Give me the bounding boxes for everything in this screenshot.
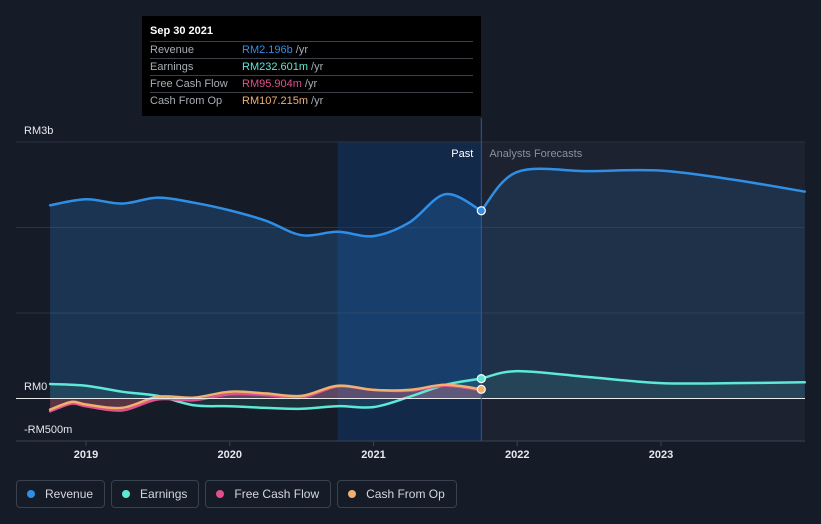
tooltip-row-value: RM232.601m — [242, 61, 309, 73]
y-tick-label: RM3b — [24, 125, 53, 137]
revenue-line — [48, 192, 483, 238]
legend-item-revenue[interactable]: Revenue — [16, 480, 106, 508]
tooltip-date: Sep 30 2021 — [150, 25, 213, 37]
revenue-area — [50, 194, 482, 399]
earnings-forecast-area — [481, 371, 805, 399]
chart-legend: Revenue Earnings Free Cash Flow Cash From O… — [16, 480, 457, 508]
legend-item-cash-from-op[interactable]: Cash From Op — [337, 480, 457, 508]
cash-from-op-line — [48, 383, 483, 411]
y-tick-label: -RM500m — [24, 424, 72, 436]
legend-dot-icon — [216, 490, 225, 498]
tooltip-row-unit: /yr — [311, 95, 324, 107]
tooltip-row: Cash From Op RM107.215m/yr — [150, 92, 473, 109]
revenue-marker[interactable] — [476, 206, 486, 216]
legend-dot-icon — [122, 490, 131, 498]
y-tick-label: RM0 — [24, 381, 47, 393]
legend-label: Free Cash Flow — [234, 487, 320, 501]
x-tick-label: 2019 — [74, 449, 98, 461]
revenue-forecast-area — [481, 168, 805, 399]
tooltip-row: Free Cash Flow RM95.904m/yr — [150, 75, 473, 92]
x-tick-label: 2021 — [361, 449, 385, 461]
earnings-line — [48, 377, 483, 411]
tooltip-row-value: RM95.904m — [242, 78, 302, 90]
tooltip-row-unit: /yr — [295, 44, 308, 56]
tooltip-row: Revenue RM2.196b/yr — [150, 41, 473, 58]
earnings-marker[interactable] — [476, 374, 486, 384]
x-tick-label: 2022 — [505, 449, 529, 461]
tooltip-row-value: RM107.215m — [242, 95, 309, 107]
tooltip-row-unit: /yr — [304, 78, 318, 90]
tooltip-row-label: Free Cash Flow — [150, 78, 228, 90]
legend-label: Earnings — [140, 487, 188, 501]
cash-from-op-marker[interactable] — [476, 384, 486, 394]
legend-dot-icon — [27, 490, 35, 498]
past-region — [16, 142, 338, 441]
x-tick-label: 2020 — [218, 449, 242, 461]
revenue-forecast-line — [480, 167, 807, 212]
tooltip-row-unit: /yr — [311, 61, 324, 73]
tooltip-row-label: Cash From Op — [150, 95, 223, 107]
forecast-label: Analysts Forecasts — [489, 148, 582, 160]
tooltip-panel: Sep 30 2021 Revenue RM2.196b/yr Earnings RM… — [142, 16, 481, 116]
legend-label: Revenue — [45, 487, 94, 501]
earnings-forecast-line — [480, 369, 807, 385]
earnings-area — [50, 378, 482, 409]
tooltip-row: Earnings RM232.601m/yr — [150, 58, 473, 75]
tooltip-row-value: RM2.196b — [242, 44, 293, 56]
legend-label: Cash From Op — [366, 487, 445, 501]
tooltip-row-label: Revenue — [150, 44, 195, 56]
x-tick-label: 2023 — [649, 449, 673, 461]
legend-item-earnings[interactable]: Earnings — [111, 480, 200, 508]
legend-item-free-cash-flow[interactable]: Free Cash Flow — [205, 480, 332, 508]
legend-dot-icon — [348, 490, 357, 498]
tooltip-row-label: Earnings — [150, 61, 194, 73]
past-label: Past — [451, 148, 473, 160]
forecast-region — [481, 142, 805, 441]
